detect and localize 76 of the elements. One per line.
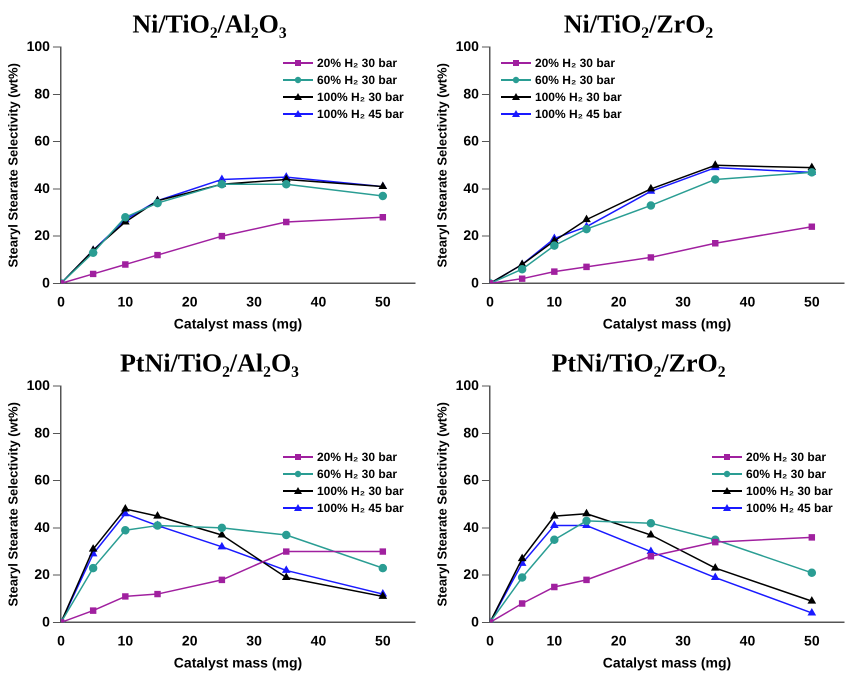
x-tick-label: 40	[740, 294, 756, 310]
y-tick-label: 40	[34, 518, 50, 535]
y-tick-label: 100	[26, 377, 50, 394]
y-tick-label: 80	[463, 424, 480, 440]
x-tick-label: 0	[486, 632, 494, 649]
y-tick-label: 60	[463, 132, 480, 149]
x-tick-label: 20	[182, 632, 198, 649]
x-axis-title: Catalyst mass (mg)	[602, 315, 732, 332]
y-tick-label: 20	[463, 227, 480, 244]
x-tick-label: 10	[546, 294, 562, 310]
y-tick-label: 60	[34, 472, 50, 488]
y-tick-label: 40	[463, 180, 480, 196]
x-axis-title: Catalyst mass (mg)	[602, 654, 732, 670]
legend-label: 20% H₂ 30 bar	[534, 56, 615, 70]
y-tick-label: 100	[456, 377, 480, 394]
x-tick-label: 0	[57, 632, 66, 649]
legend-label: 20% H₂ 30 bar	[746, 450, 826, 464]
x-tick-label: 30	[675, 294, 692, 310]
y-tick-label: 60	[463, 472, 480, 488]
y-tick-label: 60	[34, 132, 50, 149]
legend-label: 60% H₂ 30 bar	[746, 466, 826, 481]
y-tick-label: 40	[463, 518, 480, 535]
y-axis-title: Stearyl Stearate Selectivity (wt%)	[5, 402, 20, 607]
y-axis-title: Stearyl Stearate Selectivity (wt%)	[434, 402, 450, 607]
x-tick-label: 10	[546, 632, 562, 649]
x-tick-label: 40	[740, 632, 756, 649]
x-tick-label: 30	[246, 632, 262, 649]
x-tick-label: 30	[246, 294, 262, 310]
legend-label: 100% H₂ 30 bar	[746, 484, 833, 498]
x-tick-label: 40	[310, 294, 326, 310]
x-axis-title: Catalyst mass (mg)	[174, 315, 302, 332]
y-axis-title: Stearyl Stearate Selectivity (wt%)	[434, 63, 450, 268]
y-tick-label: 80	[463, 85, 480, 102]
y-tick-label: 0	[471, 613, 480, 630]
legend-label: 100% H₂ 30 bar	[317, 90, 404, 104]
y-tick-label: 0	[42, 274, 50, 290]
y-tick-label: 0	[471, 274, 480, 290]
x-tick-label: 40	[310, 632, 326, 649]
y-tick-label: 80	[34, 424, 50, 440]
y-tick-label: 20	[34, 566, 50, 582]
y-tick-label: 40	[34, 180, 50, 196]
legend-label: 100% H₂ 30 bar	[534, 90, 622, 104]
x-tick-label: 50	[804, 294, 820, 310]
x-tick-label: 0	[486, 294, 494, 310]
x-tick-label: 10	[118, 294, 134, 310]
y-tick-label: 100	[26, 38, 50, 54]
x-tick-label: 0	[57, 294, 66, 310]
y-tick-label: 20	[463, 566, 480, 582]
legend-label: 60% H₂ 30 bar	[317, 72, 398, 87]
x-tick-label: 50	[804, 632, 820, 649]
y-tick-label: 100	[456, 38, 480, 54]
legend-label: 100% H₂ 45 bar	[534, 106, 622, 121]
legend-label: 100% H₂ 45 bar	[317, 106, 404, 121]
legend-label: 100% H₂ 45 bar	[317, 500, 404, 515]
chart-title: PtNi/TiO₂/Al₂O₃	[120, 348, 300, 378]
x-tick-label: 10	[118, 632, 134, 649]
x-tick-label: 20	[610, 294, 627, 310]
y-tick-label: 80	[34, 85, 50, 102]
legend-label: 100% H₂ 45 bar	[746, 500, 833, 515]
x-tick-label: 20	[610, 632, 627, 649]
x-tick-label: 50	[375, 294, 391, 310]
chart-title: Ni/TiO₂/ZrO₂	[564, 9, 714, 38]
x-tick-label: 50	[375, 632, 391, 649]
chart-title: Ni/TiO₂/Al₂O₃	[132, 9, 287, 38]
y-axis-title: Stearyl Stearate Selectivity (wt%)	[5, 63, 20, 268]
legend-label: 60% H₂ 30 bar	[317, 466, 398, 481]
x-tick-label: 20	[182, 294, 198, 310]
y-tick-label: 0	[42, 613, 50, 630]
legend-label: 60% H₂ 30 bar	[534, 72, 615, 87]
legend-label: 20% H₂ 30 bar	[317, 450, 398, 464]
y-tick-label: 20	[34, 227, 50, 244]
legend-label: 100% H₂ 30 bar	[317, 484, 404, 498]
legend-label: 20% H₂ 30 bar	[317, 56, 398, 70]
x-tick-label: 30	[675, 632, 692, 649]
chart-title: PtNi/TiO₂/ZrO₂	[551, 348, 726, 378]
x-axis-title: Catalyst mass (mg)	[174, 654, 302, 670]
